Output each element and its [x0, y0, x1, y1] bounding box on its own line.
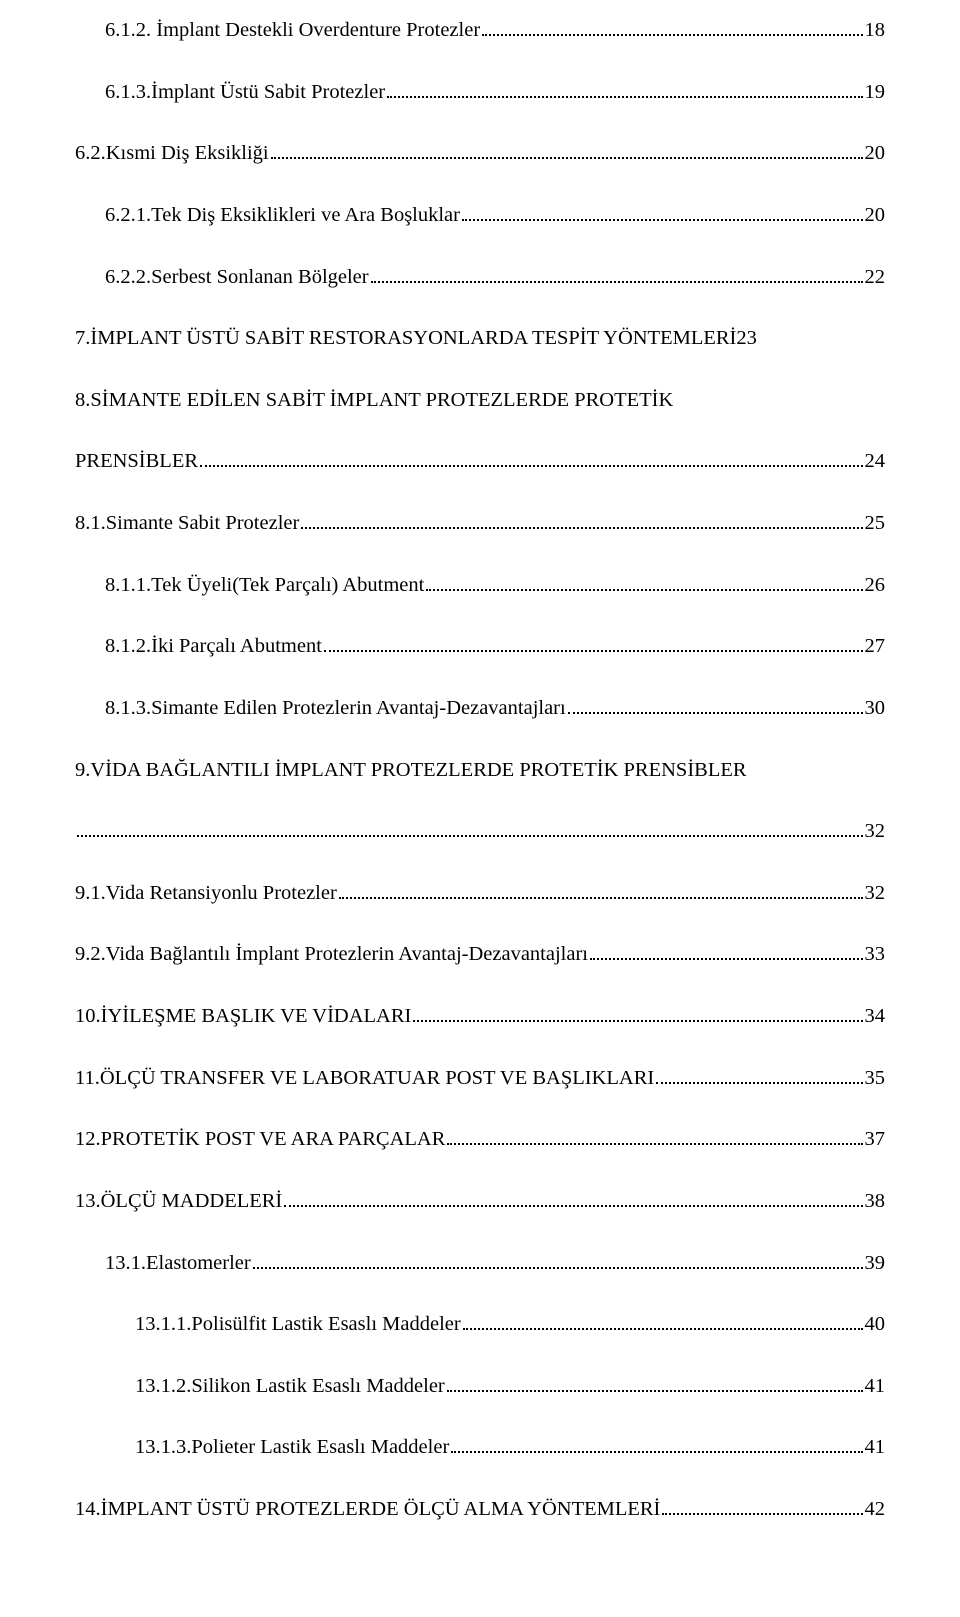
- dot-leader: [301, 527, 862, 529]
- toc-entry: 6.2.2.Serbest Sonlanan Bölgeler 22: [75, 265, 885, 291]
- toc-entry: 6.1.2. İmplant Destekli Overdenture Prot…: [75, 18, 885, 44]
- dot-leader: [387, 96, 862, 98]
- dot-leader: [482, 34, 862, 36]
- toc-page-number: 25: [865, 511, 886, 537]
- toc-entry: 13.1.Elastomerler 39: [75, 1251, 885, 1277]
- toc-label: 8.1.1.Tek Üyeli(Tek Parçalı) Abutment: [105, 573, 424, 599]
- dot-leader: [447, 1143, 862, 1145]
- dot-leader: [463, 1328, 863, 1330]
- toc-page-number: 26: [865, 573, 886, 599]
- toc-label: 14.İMPLANT ÜSTÜ PROTEZLERDE ÖLÇÜ ALMA YÖ…: [75, 1497, 660, 1523]
- toc-entry: 13.ÖLÇÜ MADDELERİ 38: [75, 1189, 885, 1215]
- dot-leader: [271, 157, 863, 159]
- toc-entry: 7.İMPLANT ÜSTÜ SABİT RESTORASYONLARDA TE…: [75, 326, 885, 352]
- toc-label: 9.VİDA BAĞLANTILI İMPLANT PROTEZLERDE PR…: [75, 758, 885, 784]
- toc-page: 6.1.2. İmplant Destekli Overdenture Prot…: [0, 0, 960, 1617]
- toc-page-number: 32: [865, 819, 886, 845]
- toc-entry: 9.VİDA BAĞLANTILI İMPLANT PROTEZLERDE PR…: [75, 758, 885, 845]
- toc-page-number: 19: [865, 80, 886, 106]
- toc-label: 8.1.3.Simante Edilen Protezlerin Avantaj…: [105, 696, 566, 722]
- toc-label: 10.İYİLEŞME BAŞLIK VE VİDALARI: [75, 1004, 411, 1030]
- dot-leader: [200, 465, 862, 467]
- toc-entry: 13.1.1.Polisülfit Lastik Esaslı Maddeler…: [75, 1312, 885, 1338]
- dot-leader: [590, 958, 863, 960]
- toc-page-number: 38: [865, 1189, 886, 1215]
- toc-label: 13.1.3.Polieter Lastik Esaslı Maddeler: [135, 1435, 449, 1461]
- dot-leader: [77, 835, 863, 837]
- dot-leader: [324, 650, 863, 652]
- dot-leader: [339, 897, 863, 899]
- toc-entry: 12.PROTETİK POST VE ARA PARÇALAR 37: [75, 1127, 885, 1153]
- toc-page-number: 34: [865, 1004, 886, 1030]
- toc-label: 7.İMPLANT ÜSTÜ SABİT RESTORASYONLARDA TE…: [75, 326, 757, 352]
- toc-entry: 9.2.Vida Bağlantılı İmplant Protezlerin …: [75, 942, 885, 968]
- toc-label: 8.1.Simante Sabit Protezler: [75, 511, 299, 537]
- toc-page-number: 33: [865, 942, 886, 968]
- toc-label: 6.2.Kısmi Diş Eksikliği: [75, 141, 269, 167]
- toc-entry: 8.1.1.Tek Üyeli(Tek Parçalı) Abutment 26: [75, 573, 885, 599]
- dot-leader: [462, 219, 863, 221]
- toc-page-number: 42: [865, 1497, 886, 1523]
- toc-label: 13.1.1.Polisülfit Lastik Esaslı Maddeler: [135, 1312, 461, 1338]
- toc-label: 13.ÖLÇÜ MADDELERİ: [75, 1189, 282, 1215]
- toc-label: 6.1.2. İmplant Destekli Overdenture Prot…: [105, 18, 480, 44]
- toc-page-number: 24: [865, 449, 886, 475]
- toc-label: 13.1.2.Silikon Lastik Esaslı Maddeler: [135, 1374, 445, 1400]
- toc-entry: 13.1.2.Silikon Lastik Esaslı Maddeler 41: [75, 1374, 885, 1400]
- toc-label: 8.1.2.İki Parçalı Abutment: [105, 634, 322, 660]
- toc-page-number: 30: [865, 696, 886, 722]
- dot-leader: [426, 589, 862, 591]
- toc-entry: 10.İYİLEŞME BAŞLIK VE VİDALARI 34: [75, 1004, 885, 1030]
- toc-page-number: 41: [865, 1435, 886, 1461]
- dot-leader: [253, 1267, 863, 1269]
- toc-label: 13.1.Elastomerler: [105, 1251, 251, 1277]
- toc-page-number: 39: [865, 1251, 886, 1277]
- toc-label: 6.1.3.İmplant Üstü Sabit Protezler: [105, 80, 385, 106]
- toc-page-number: 41: [865, 1374, 886, 1400]
- toc-page-number: 27: [865, 634, 886, 660]
- dot-leader: [568, 712, 863, 714]
- toc-page-number: 22: [865, 265, 886, 291]
- toc-entry: 6.2.Kısmi Diş Eksikliği 20: [75, 141, 885, 167]
- toc-label: 12.PROTETİK POST VE ARA PARÇALAR: [75, 1127, 445, 1153]
- toc-page-number: 40: [865, 1312, 886, 1338]
- toc-label: PRENSİBLER: [75, 449, 198, 475]
- toc-label: 8.SİMANTE EDİLEN SABİT İMPLANT PROTEZLER…: [75, 388, 885, 414]
- toc-page-number: 37: [865, 1127, 886, 1153]
- dot-leader: [284, 1205, 862, 1207]
- dot-leader: [371, 281, 863, 283]
- toc-entry: 14.İMPLANT ÜSTÜ PROTEZLERDE ÖLÇÜ ALMA YÖ…: [75, 1497, 885, 1523]
- toc-entry: 6.2.1.Tek Diş Eksiklikleri ve Ara Boşluk…: [75, 203, 885, 229]
- toc-label: 6.2.2.Serbest Sonlanan Bölgeler: [105, 265, 369, 291]
- toc-entry: 8.SİMANTE EDİLEN SABİT İMPLANT PROTEZLER…: [75, 388, 885, 475]
- toc-entry: 8.1.Simante Sabit Protezler 25: [75, 511, 885, 537]
- toc-page-number: 20: [865, 203, 886, 229]
- toc-page-number: 18: [865, 18, 886, 44]
- dot-leader: [447, 1390, 863, 1392]
- toc-page-number: 20: [865, 141, 886, 167]
- toc-entry: 8.1.2.İki Parçalı Abutment 27: [75, 634, 885, 660]
- toc-label: 6.2.1.Tek Diş Eksiklikleri ve Ara Boşluk…: [105, 203, 460, 229]
- dot-leader: [413, 1020, 862, 1022]
- toc-label: 11.ÖLÇÜ TRANSFER VE LABORATUAR POST VE B…: [75, 1066, 654, 1092]
- toc-entry: 11.ÖLÇÜ TRANSFER VE LABORATUAR POST VE B…: [75, 1066, 885, 1092]
- toc-page-number: 35: [865, 1066, 886, 1092]
- toc-entry: 13.1.3.Polieter Lastik Esaslı Maddeler 41: [75, 1435, 885, 1461]
- dot-leader: [451, 1451, 862, 1453]
- toc-label: 9.1.Vida Retansiyonlu Protezler: [75, 881, 337, 907]
- dot-leader: [656, 1082, 862, 1084]
- toc-label: 9.2.Vida Bağlantılı İmplant Protezlerin …: [75, 942, 588, 968]
- toc-entry: 9.1.Vida Retansiyonlu Protezler 32: [75, 881, 885, 907]
- toc-entry: 6.1.3.İmplant Üstü Sabit Protezler 19: [75, 80, 885, 106]
- dot-leader: [662, 1513, 862, 1515]
- toc-entry: 8.1.3.Simante Edilen Protezlerin Avantaj…: [75, 696, 885, 722]
- toc-page-number: 32: [865, 881, 886, 907]
